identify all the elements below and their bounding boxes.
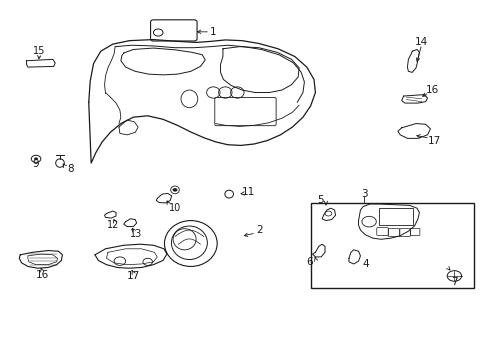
Text: 13: 13: [129, 229, 142, 239]
Bar: [378, 208, 412, 225]
Text: 12: 12: [106, 220, 119, 230]
Text: 1: 1: [210, 27, 216, 37]
Circle shape: [172, 188, 177, 192]
Bar: [310, 203, 472, 288]
Text: 17: 17: [126, 271, 140, 281]
Text: 17: 17: [427, 136, 441, 146]
Text: 8: 8: [67, 164, 74, 174]
Text: 5: 5: [316, 195, 323, 205]
Text: 14: 14: [414, 37, 427, 47]
Text: 6: 6: [305, 257, 312, 267]
Circle shape: [34, 157, 38, 160]
Text: 4: 4: [361, 259, 368, 269]
Text: 16: 16: [425, 85, 438, 95]
Text: 2: 2: [256, 225, 263, 235]
Text: 10: 10: [168, 203, 181, 212]
Text: 3: 3: [360, 189, 367, 199]
Text: 9: 9: [33, 159, 39, 169]
Text: 11: 11: [241, 187, 254, 197]
Text: 16: 16: [36, 270, 49, 280]
Text: 7: 7: [450, 277, 457, 287]
Text: 15: 15: [33, 46, 45, 56]
